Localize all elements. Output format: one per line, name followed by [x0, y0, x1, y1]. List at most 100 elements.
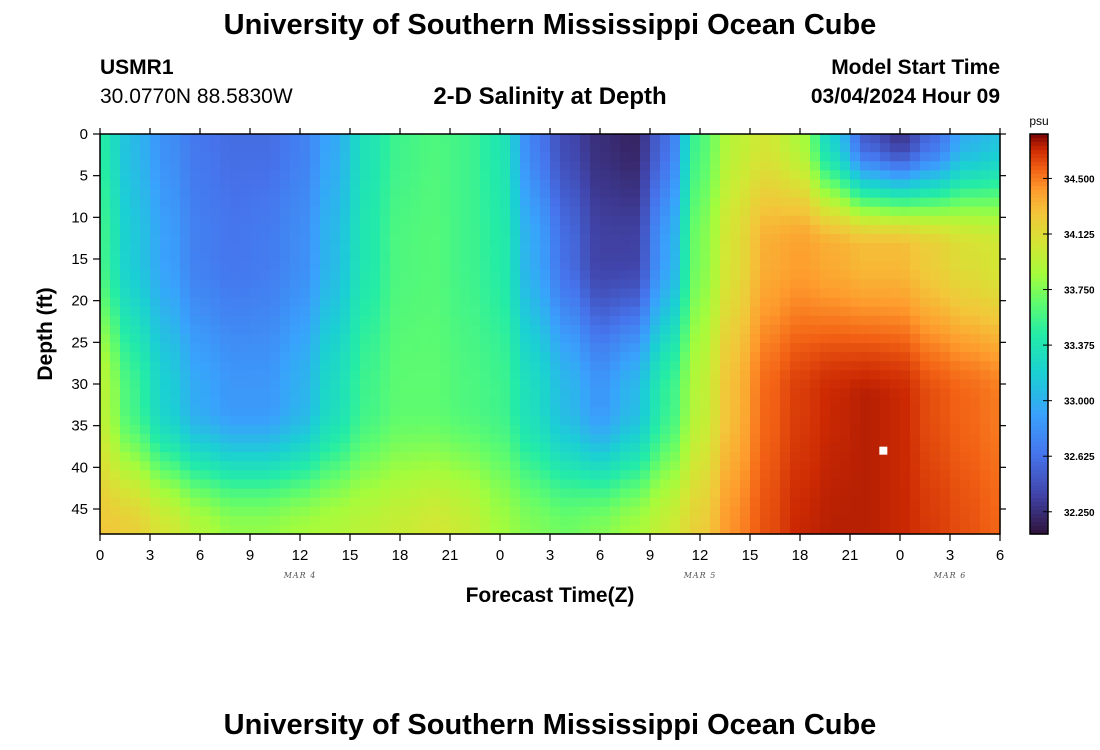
heatmap-cell	[270, 215, 281, 226]
heatmap-cell	[840, 206, 851, 217]
heatmap-cell	[650, 343, 661, 353]
heatmap-cell	[340, 479, 351, 490]
heatmap-cell	[710, 215, 721, 226]
heatmap-cell	[500, 352, 511, 362]
heatmap-cell	[290, 406, 301, 417]
heatmap-cell	[280, 388, 291, 399]
heatmap-cell	[500, 379, 511, 390]
heatmap-cell	[230, 434, 241, 444]
heatmap-cell	[120, 443, 131, 453]
heatmap-cell	[670, 397, 681, 408]
heatmap-cell	[970, 443, 981, 453]
heatmap-cell	[620, 397, 631, 408]
heatmap-cell	[770, 443, 781, 453]
heatmap-cell	[730, 234, 741, 244]
heatmap-cell	[310, 388, 321, 399]
colorbar-segment	[1030, 338, 1048, 343]
heatmap-cell	[750, 134, 761, 144]
heatmap-cell	[950, 488, 961, 499]
heatmap-cell	[730, 488, 741, 499]
heatmap-cell	[300, 443, 311, 453]
heatmap-cell	[490, 179, 501, 190]
heatmap-cell	[340, 370, 351, 381]
heatmap-cell	[440, 297, 451, 308]
heatmap-cell	[130, 197, 141, 208]
heatmap-cell	[730, 470, 741, 481]
heatmap-cell	[140, 379, 151, 390]
heatmap-cell	[810, 306, 821, 317]
heatmap-cell	[190, 370, 201, 381]
heatmap-cell	[890, 497, 901, 508]
heatmap-cell	[400, 252, 411, 262]
heatmap-cell	[870, 388, 881, 399]
heatmap-cell	[270, 388, 281, 399]
heatmap-cell	[950, 224, 961, 235]
heatmap-cell	[910, 215, 921, 226]
heatmap-cell	[420, 397, 431, 408]
heatmap-cell	[800, 188, 811, 199]
heatmap-cell	[560, 206, 571, 217]
heatmap-cell	[900, 134, 911, 144]
colorbar-segment	[1030, 138, 1048, 143]
heatmap-cell	[680, 497, 691, 508]
heatmap-cell	[820, 379, 831, 390]
heatmap-cell	[460, 379, 471, 390]
heatmap-cell	[560, 334, 571, 344]
heatmap-cell	[210, 315, 221, 326]
heatmap-cell	[160, 315, 171, 326]
heatmap-cell	[430, 352, 441, 362]
heatmap-cell	[370, 461, 381, 471]
heatmap-cell	[870, 488, 881, 499]
heatmap-cell	[630, 206, 641, 217]
heatmap-cell	[680, 306, 691, 317]
heatmap-cell	[230, 261, 241, 271]
heatmap-cell	[550, 343, 561, 353]
heatmap-cell	[780, 334, 791, 344]
heatmap-cell	[160, 352, 171, 362]
heatmap-cell	[960, 424, 971, 435]
heatmap-cell	[760, 515, 771, 526]
heatmap-cell	[160, 206, 171, 217]
heatmap-cell	[720, 243, 731, 253]
heatmap-cell	[120, 452, 131, 462]
heatmap-cell	[580, 188, 591, 199]
heatmap-cell	[810, 515, 821, 526]
heatmap-cell	[390, 352, 401, 362]
heatmap-cell	[100, 424, 111, 435]
heatmap-cell	[440, 488, 451, 499]
heatmap-cell	[840, 134, 851, 144]
heatmap-cell	[620, 470, 631, 481]
colorbar-segment	[1030, 386, 1048, 391]
heatmap-cell	[990, 288, 1001, 299]
heatmap-cell	[420, 352, 431, 362]
heatmap-cell	[530, 488, 541, 499]
heatmap-cell	[220, 479, 231, 490]
heatmap-cell	[800, 334, 811, 344]
heatmap-cell	[620, 234, 631, 244]
heatmap-cell	[230, 234, 241, 244]
heatmap-cell	[370, 497, 381, 508]
heatmap-cell	[820, 206, 831, 217]
heatmap-cell	[430, 270, 441, 281]
heatmap-cell	[940, 279, 951, 290]
heatmap-cell	[520, 143, 531, 153]
heatmap-cell	[120, 334, 131, 344]
heatmap-cell	[880, 343, 891, 353]
heatmap-cell	[490, 206, 501, 217]
heatmap-cell	[570, 370, 581, 381]
heatmap-cell	[820, 297, 831, 308]
heatmap-cell	[310, 461, 321, 471]
heatmap-cell	[220, 488, 231, 499]
heatmap-cell	[880, 370, 891, 381]
heatmap-cell	[940, 252, 951, 262]
heatmap-cell	[640, 252, 651, 262]
heatmap-cell	[240, 243, 251, 253]
heatmap-cell	[430, 415, 441, 426]
heatmap-cell	[640, 143, 651, 153]
heatmap-cell	[830, 497, 841, 508]
heatmap-cell	[420, 270, 431, 281]
heatmap-cell	[870, 334, 881, 344]
heatmap-cell	[860, 461, 871, 471]
heatmap-cell	[680, 261, 691, 271]
heatmap-cell	[200, 443, 211, 453]
